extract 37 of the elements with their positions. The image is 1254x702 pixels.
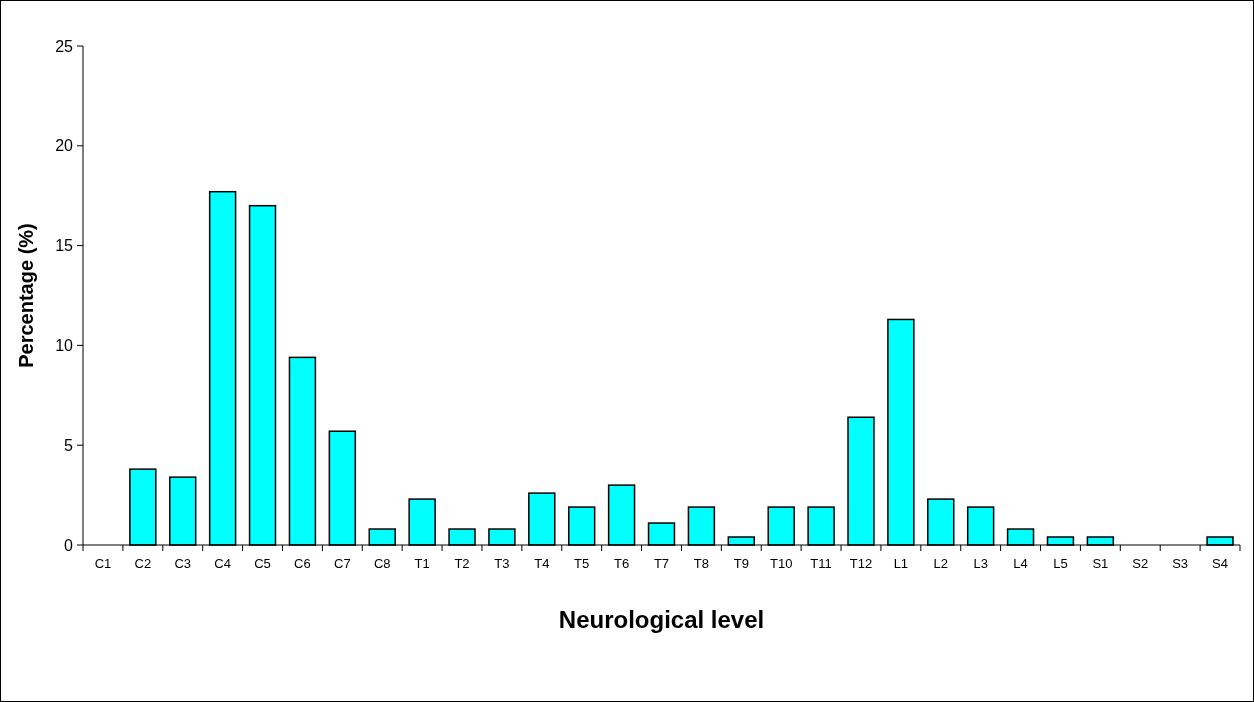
x-tick-label: T9 bbox=[733, 556, 749, 571]
y-tick-label: 20 bbox=[55, 137, 74, 155]
x-tick-label: S3 bbox=[1172, 556, 1189, 571]
x-tick-label: T10 bbox=[769, 556, 793, 571]
y-tick-label: 5 bbox=[64, 436, 74, 454]
x-tick-label: C7 bbox=[334, 556, 351, 571]
x-tick-label: T12 bbox=[849, 556, 873, 571]
x-tick-label: T8 bbox=[693, 556, 709, 571]
x-tick-label: C4 bbox=[214, 556, 231, 571]
x-tick-label: C8 bbox=[373, 556, 391, 571]
x-tick-label: L2 bbox=[933, 556, 949, 571]
x-tick-label: T2 bbox=[454, 556, 470, 571]
x-tick-label: T11 bbox=[810, 556, 832, 571]
y-tick-label: 15 bbox=[55, 237, 74, 255]
x-tick-label: C1 bbox=[94, 556, 112, 571]
x-tick-label: S4 bbox=[1212, 556, 1228, 571]
y-tick-label: 0 bbox=[64, 536, 74, 554]
x-tick-label: T1 bbox=[414, 556, 430, 571]
x-tick-label: C6 bbox=[294, 556, 311, 571]
x-tick-label: T6 bbox=[614, 556, 630, 571]
x-tick-label: L5 bbox=[1053, 556, 1068, 571]
y-tick-label: 10 bbox=[55, 337, 74, 354]
x-tick-label: T4 bbox=[534, 556, 550, 571]
x-tick-label: C3 bbox=[174, 556, 192, 571]
y-tick-label: 25 bbox=[55, 37, 74, 55]
x-axis-title: Neurological level bbox=[558, 606, 765, 633]
x-tick-label: C5 bbox=[254, 556, 271, 571]
x-tick-label: S1 bbox=[1092, 556, 1109, 571]
x-tick-label: T3 bbox=[494, 556, 510, 571]
x-tick-label: L1 bbox=[893, 556, 909, 571]
x-tick-label: L3 bbox=[973, 556, 988, 571]
x-tick-label: T5 bbox=[574, 556, 590, 571]
x-tick-label: S2 bbox=[1132, 556, 1149, 571]
x-tick-label: T7 bbox=[653, 556, 670, 571]
y-axis-title: Percentage (%) bbox=[15, 223, 37, 368]
x-tick-label: L4 bbox=[1013, 556, 1028, 571]
x-tick-label: C2 bbox=[134, 556, 152, 571]
